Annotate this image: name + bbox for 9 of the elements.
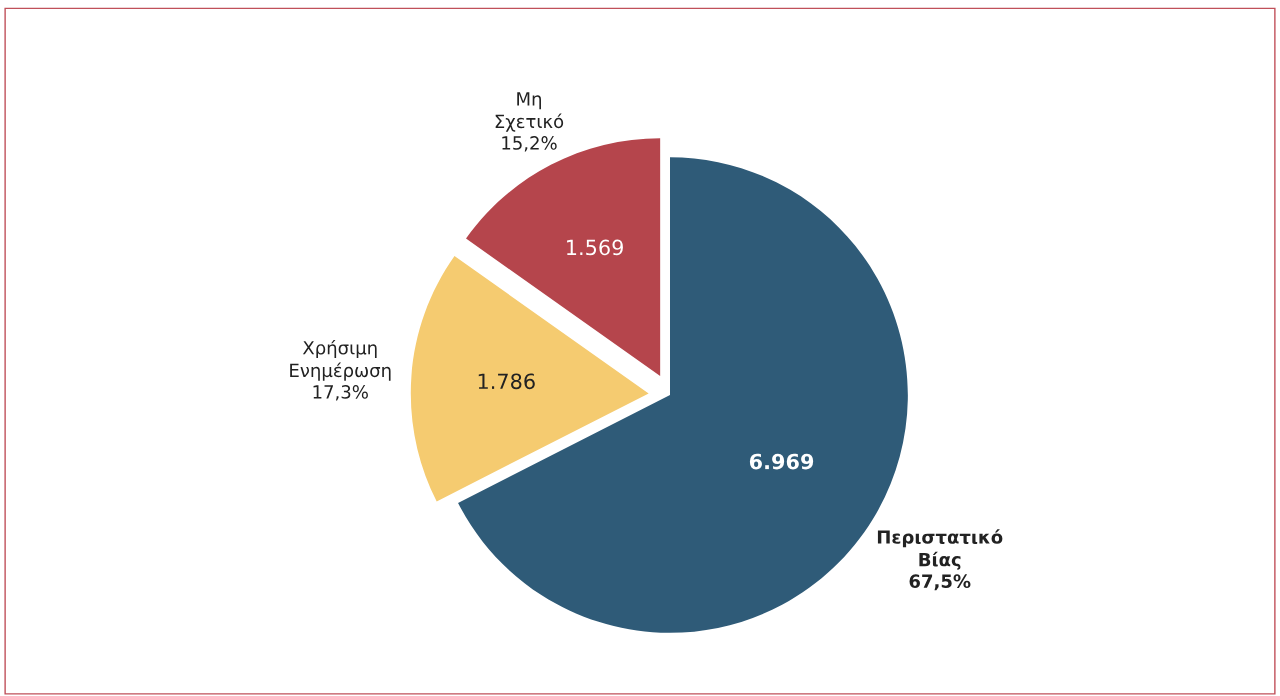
slice-label: Χρήσιμη Ενημέρωση: [290, 339, 391, 381]
data-label: 6.969: [749, 453, 814, 470]
data-label: 1.786: [478, 373, 535, 390]
data-label: 1.569: [567, 239, 623, 256]
slice-label: Περιστατικό Βίας: [877, 529, 1003, 570]
text: 67,5%: [909, 574, 971, 591]
text: 15,2%: [502, 136, 557, 152]
slice-label: Μη Σχετικό: [495, 92, 564, 132]
text: 17,3%: [313, 385, 368, 401]
